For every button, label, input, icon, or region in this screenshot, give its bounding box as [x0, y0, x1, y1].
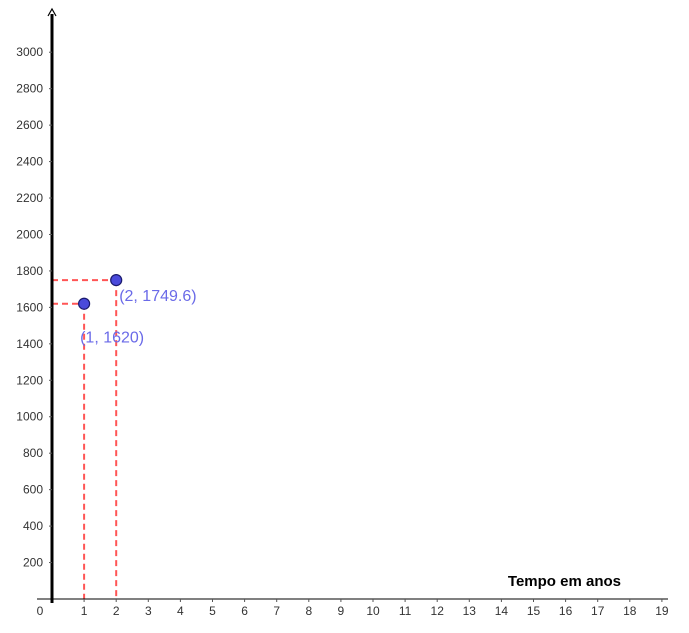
- x-tick-label: 9: [338, 604, 345, 618]
- x-tick-label: 19: [655, 604, 669, 618]
- y-tick-label: 1400: [16, 337, 43, 351]
- y-tick-label: 2400: [16, 155, 43, 169]
- x-tick-label: 0: [37, 604, 44, 618]
- data-point: [110, 274, 123, 287]
- y-tick-label: 200: [23, 556, 43, 570]
- x-tick-label: 10: [366, 604, 380, 618]
- data-point: [77, 297, 91, 310]
- point-label: (2, 1749.6): [119, 288, 196, 305]
- x-tick-label: 3: [145, 604, 152, 618]
- x-tick-label: 5: [209, 604, 216, 618]
- y-tick-labels: 200 400 600 800 1000 1200 1400 1600 1800 2000 2200…: [16, 45, 43, 569]
- x-tick-label: 1: [81, 604, 88, 618]
- y-tick-label: 1000: [16, 410, 43, 424]
- x-tick-label: 12: [431, 604, 445, 618]
- point-labels: (1, 1620) (2, 1749.6): [80, 288, 196, 347]
- y-tick-label: 3000: [16, 45, 43, 59]
- x-tick-label: 18: [623, 604, 637, 618]
- y-tick-label: 2800: [16, 82, 43, 96]
- x-tick-label: 4: [177, 604, 184, 618]
- x-tick-label: 13: [463, 604, 477, 618]
- y-tick-label: 600: [23, 483, 43, 497]
- y-tick-label: 1800: [16, 264, 43, 278]
- x-tick-label: 8: [305, 604, 312, 618]
- point-label: (1, 1620): [80, 330, 144, 347]
- axes: [37, 7, 668, 603]
- y-tick-label: 2200: [16, 191, 43, 205]
- y-tick-label: 1200: [16, 373, 43, 387]
- y-tick-label: 2600: [16, 118, 43, 132]
- y-tick-label: 2000: [16, 227, 43, 241]
- x-tick-label: 15: [527, 604, 541, 618]
- x-axis-label: Tempo em anos: [508, 573, 621, 590]
- x-tick-label: 16: [559, 604, 573, 618]
- y-tick-label: 1600: [16, 300, 43, 314]
- x-tick-label: 14: [495, 604, 509, 618]
- x-tick-label: 6: [241, 604, 248, 618]
- y-tick-label: 800: [23, 446, 43, 460]
- y-axis-arrow-icon: [47, 7, 57, 17]
- x-tick-label: 7: [273, 604, 280, 618]
- guide-lines: [52, 279, 118, 599]
- x-tick-labels: 0 1 2 3 4 5 6 7 8 9 10 11 12 13 14 15 16 17 18 19: [37, 604, 669, 618]
- y-tick-label: 400: [23, 519, 43, 533]
- x-tick-label: 2: [113, 604, 120, 618]
- x-tick-label: 11: [399, 604, 412, 618]
- x-tick-label: 17: [591, 604, 605, 618]
- data-points: [77, 274, 123, 310]
